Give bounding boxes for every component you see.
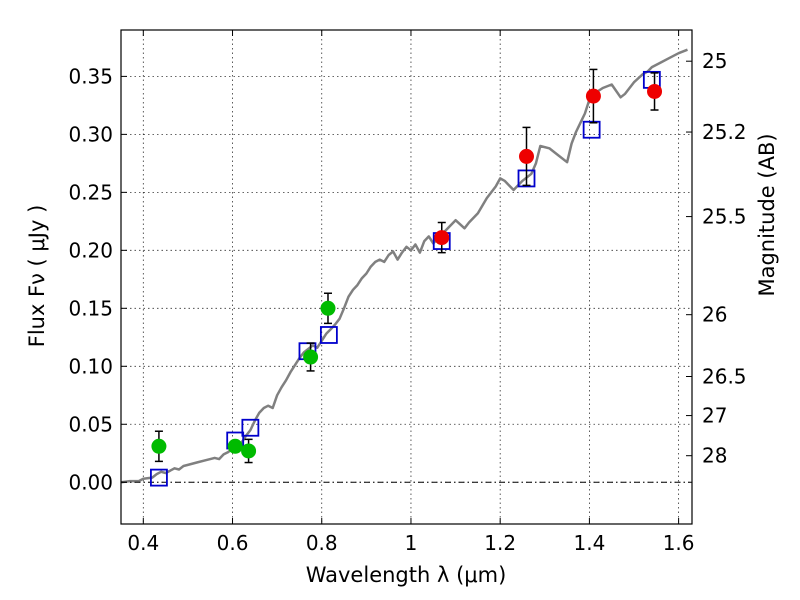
model-spectrum — [120, 48, 688, 484]
optical-point — [227, 438, 243, 454]
right-tick-label: 28 — [702, 444, 727, 468]
synthetic-point — [150, 468, 168, 487]
synthetic-point — [319, 326, 338, 344]
model-spectrum-line — [120, 48, 688, 484]
synthetic-point — [582, 120, 601, 139]
x-tick-label: 0.6 — [217, 531, 249, 555]
y-axis-label: Flux Fν ( μJy ) — [25, 205, 49, 348]
right-tick-label: 26 — [702, 303, 727, 327]
nir-point — [585, 88, 601, 104]
x-tick-label: 1.4 — [573, 531, 605, 555]
nir-photometry — [434, 68, 663, 254]
x-axis-label: Wavelength λ (μm) — [306, 563, 507, 587]
y-tick-label: 0.00 — [68, 470, 113, 494]
synthetic-point — [241, 418, 260, 437]
grid — [121, 30, 692, 524]
optical-point — [303, 349, 319, 365]
y-tick-label: 0.15 — [68, 296, 113, 320]
optical-photometry — [151, 292, 336, 464]
nir-point — [518, 148, 534, 164]
optical-point — [151, 438, 167, 454]
x-tick-label: 0.4 — [127, 531, 159, 555]
plot-frame — [120, 29, 693, 525]
y-tick-label: 0.25 — [68, 180, 113, 204]
optical-point — [320, 300, 336, 316]
x-tick-label: 1.2 — [484, 531, 516, 555]
right-tick-label: 25.2 — [702, 120, 747, 144]
right-axis-label: Magnitude (AB) — [755, 133, 779, 296]
synthetic-photometry — [150, 70, 661, 487]
optical-point — [241, 443, 257, 459]
nir-point — [647, 83, 663, 99]
nir-point — [434, 230, 450, 246]
y-tick-label: 0.30 — [68, 122, 113, 146]
y-tick-label: 0.35 — [68, 64, 113, 88]
y-tick-label: 0.10 — [68, 354, 113, 378]
x-tick-label: 0.8 — [306, 531, 338, 555]
right-tick-label: 25.5 — [702, 205, 747, 229]
axis-ticks: 0.4 0.6 0.8 1 1.2 1.4 1.6 0.00 0.05 0.10 0.15 0.20 0… — [68, 30, 747, 555]
x-tick-label: 1 — [405, 531, 418, 555]
right-tick-label: 26.5 — [702, 364, 747, 388]
right-tick-label: 25 — [702, 49, 727, 73]
y-tick-label: 0.20 — [68, 238, 113, 262]
right-tick-label: 27 — [702, 404, 727, 428]
x-tick-label: 1.6 — [663, 531, 695, 555]
y-tick-label: 0.05 — [68, 412, 113, 436]
